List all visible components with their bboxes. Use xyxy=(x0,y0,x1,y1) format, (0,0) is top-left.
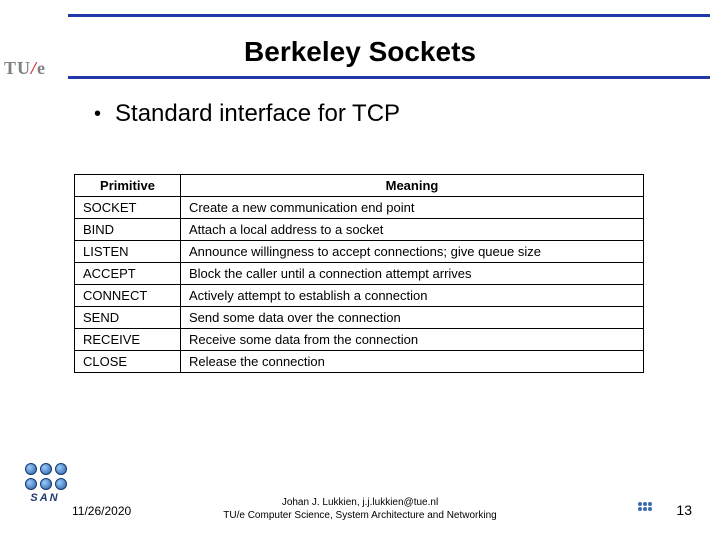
cell-primitive: ACCEPT xyxy=(75,263,181,285)
cell-primitive: CONNECT xyxy=(75,285,181,307)
cell-primitive: SEND xyxy=(75,307,181,329)
cell-primitive: SOCKET xyxy=(75,197,181,219)
col-primitive: Primitive xyxy=(75,175,181,197)
top-rule xyxy=(68,14,710,17)
primitives-table: Primitive Meaning SOCKETCreate a new com… xyxy=(74,174,644,373)
footer: 11/26/2020 Johan J. Lukkien, j.j.lukkien… xyxy=(0,492,720,526)
table-row: LISTENAnnounce willingness to accept con… xyxy=(75,241,644,263)
cell-meaning: Receive some data from the connection xyxy=(181,329,644,351)
table-row: CONNECTActively attempt to establish a c… xyxy=(75,285,644,307)
footer-attribution: Johan J. Lukkien, j.j.lukkien@tue.nl TU/… xyxy=(0,497,720,522)
table-row: ACCEPTBlock the caller until a connectio… xyxy=(75,263,644,285)
cell-meaning: Block the caller until a connection atte… xyxy=(181,263,644,285)
col-meaning: Meaning xyxy=(181,175,644,197)
footer-line2: TU/e Computer Science, System Architectu… xyxy=(0,510,720,523)
san-logo-grid xyxy=(25,463,68,490)
cell-meaning: Actively attempt to establish a connecti… xyxy=(181,285,644,307)
cell-primitive: CLOSE xyxy=(75,351,181,373)
cell-meaning: Announce willingness to accept connectio… xyxy=(181,241,644,263)
bullet-marker: • xyxy=(94,104,101,124)
table-row: RECEIVEReceive some data from the connec… xyxy=(75,329,644,351)
table-row: CLOSERelease the connection xyxy=(75,351,644,373)
footer-line1: Johan J. Lukkien, j.j.lukkien@tue.nl xyxy=(0,497,720,510)
cell-primitive: LISTEN xyxy=(75,241,181,263)
cell-meaning: Release the connection xyxy=(181,351,644,373)
cell-primitive: RECEIVE xyxy=(75,329,181,351)
cell-meaning: Create a new communication end point xyxy=(181,197,644,219)
cell-meaning: Attach a local address to a socket xyxy=(181,219,644,241)
primitives-table-wrap: Primitive Meaning SOCKETCreate a new com… xyxy=(74,174,644,373)
table-row: SOCKETCreate a new communication end poi… xyxy=(75,197,644,219)
page-number: 13 xyxy=(676,502,692,518)
table-row: BINDAttach a local address to a socket xyxy=(75,219,644,241)
cell-meaning: Send some data over the connection xyxy=(181,307,644,329)
table-row: SENDSend some data over the connection xyxy=(75,307,644,329)
title-underline xyxy=(68,76,710,79)
table-header-row: Primitive Meaning xyxy=(75,175,644,197)
bullet-item: • Standard interface for TCP xyxy=(94,100,400,128)
bullet-text: Standard interface for TCP xyxy=(115,100,400,128)
page-title: Berkeley Sockets xyxy=(0,36,720,68)
cell-primitive: BIND xyxy=(75,219,181,241)
footer-small-san-icon xyxy=(638,502,656,520)
